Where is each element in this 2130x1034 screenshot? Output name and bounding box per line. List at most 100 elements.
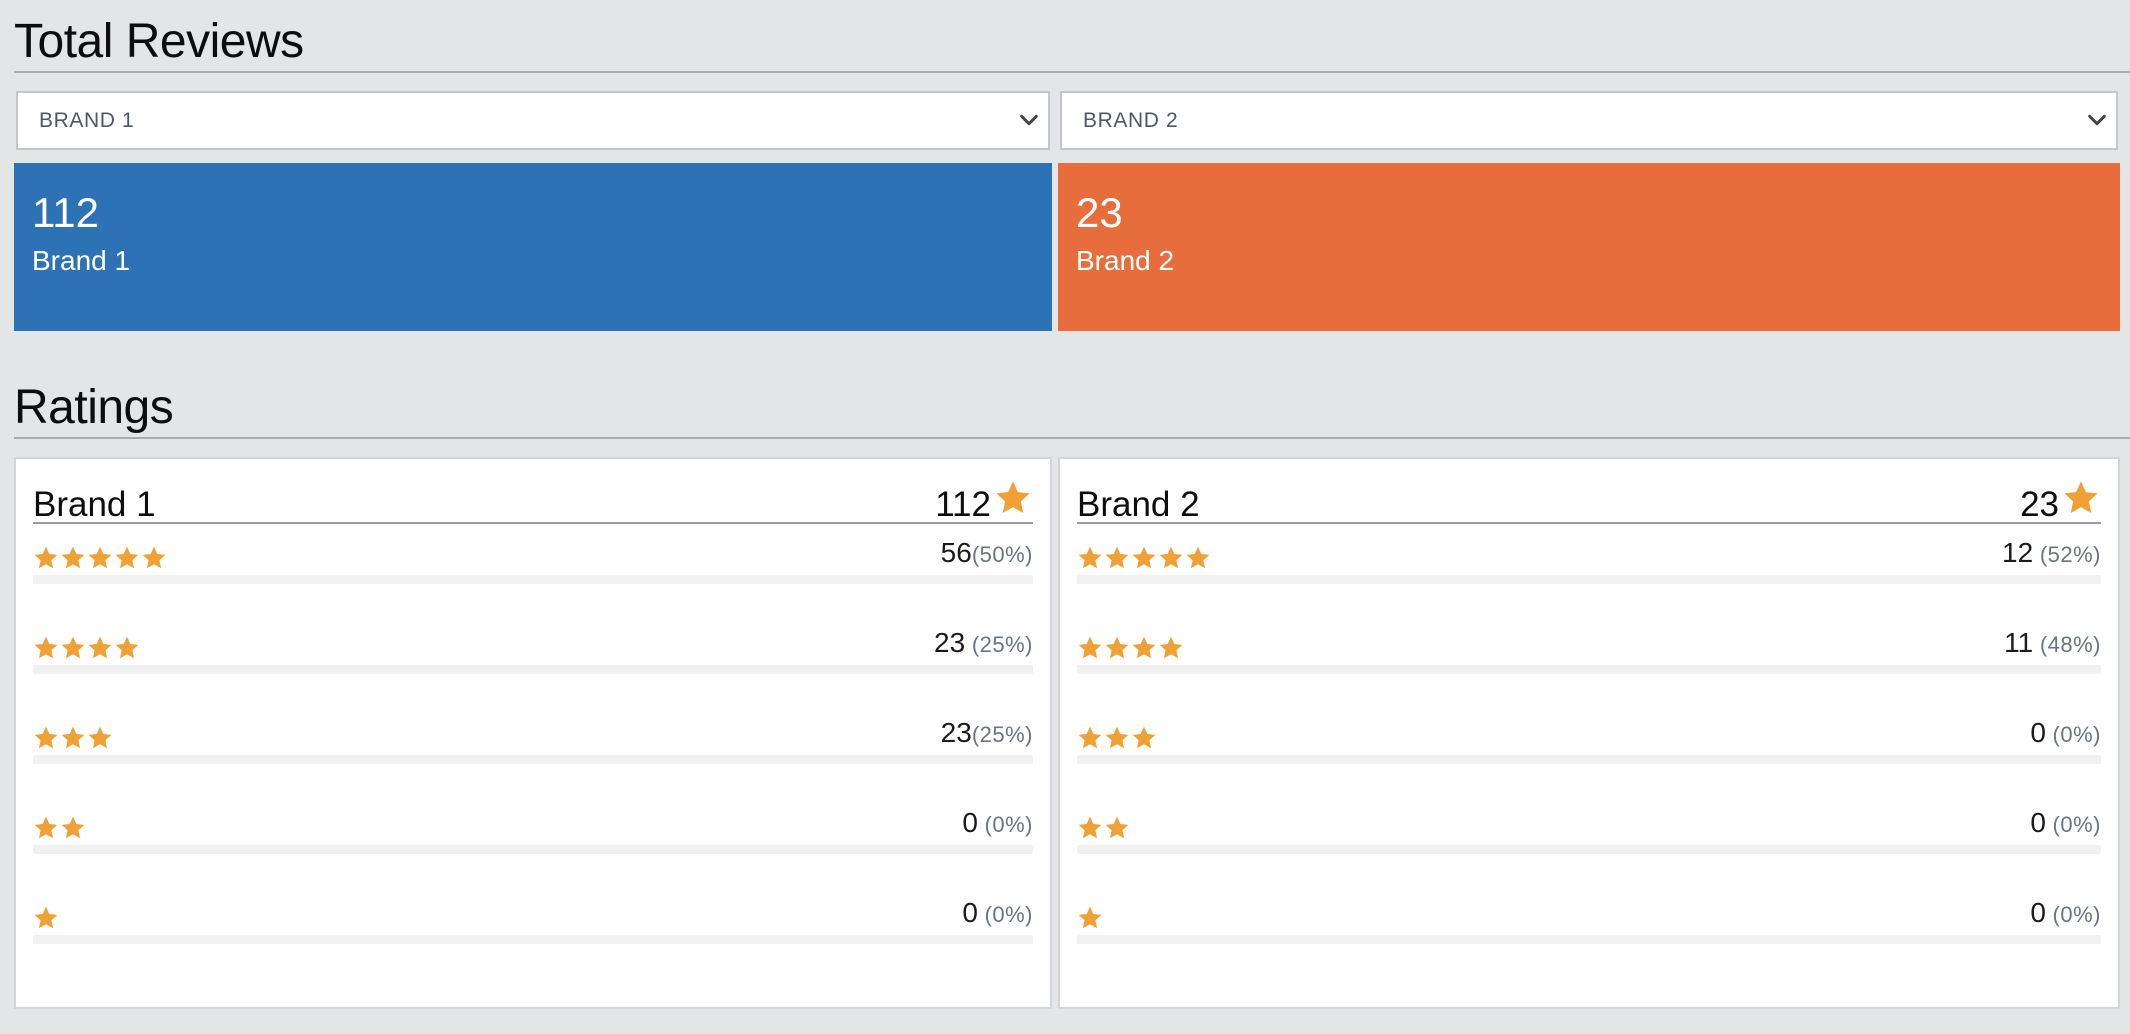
star-icon bbox=[115, 636, 139, 659]
rating-row-2-star: 0 (0%) bbox=[33, 807, 1033, 867]
star-rating bbox=[1077, 545, 1211, 573]
star-icon bbox=[88, 546, 112, 569]
star-rating bbox=[33, 905, 59, 933]
star-icon bbox=[142, 546, 166, 569]
rating-percentage: (50%) bbox=[971, 542, 1033, 567]
star-icon bbox=[1186, 546, 1210, 569]
rating-count-value: 56 bbox=[940, 537, 972, 568]
rating-row-5-star: 56(50%) bbox=[33, 537, 1033, 597]
rating-progress-bar bbox=[1077, 575, 2101, 584]
brand1-total-tile[interactable]: 112 Brand 1 bbox=[14, 163, 1052, 331]
star-icon bbox=[1105, 726, 1129, 749]
rating-progress-bar bbox=[1077, 755, 2101, 764]
rating-count-value: 0 bbox=[2030, 807, 2046, 838]
rating-progress-fill bbox=[33, 755, 283, 764]
rating-percentage: (0%) bbox=[977, 902, 1033, 927]
rating-count-value: 12 bbox=[2002, 537, 2034, 568]
star-icon bbox=[1132, 636, 1156, 659]
brand2-ratings-panel: Brand 2 23 12 (52%) 11 (48%) 0 (0%) 0 (0%) 0… bbox=[1058, 457, 2120, 1009]
star-icon bbox=[34, 726, 58, 749]
star-icon bbox=[34, 906, 58, 929]
rating-count-value: 0 bbox=[2030, 717, 2046, 748]
star-icon bbox=[115, 546, 139, 569]
star-rating bbox=[1077, 815, 1130, 843]
star-icon bbox=[61, 636, 85, 659]
star-rating bbox=[33, 635, 140, 663]
rating-row-3-star: 0 (0%) bbox=[1077, 717, 2101, 777]
star-icon bbox=[88, 726, 112, 749]
brand1-select[interactable]: BRAND 1 bbox=[16, 91, 1050, 150]
rating-percentage: (48%) bbox=[2033, 632, 2101, 657]
rating-row-4-star: 11 (48%) bbox=[1077, 627, 2101, 687]
rating-count: 0 (0%) bbox=[962, 807, 1033, 839]
rating-row-2-star: 0 (0%) bbox=[1077, 807, 2101, 867]
star-icon bbox=[1105, 546, 1129, 569]
star-rating bbox=[33, 725, 113, 753]
star-icon bbox=[1132, 546, 1156, 569]
star-icon bbox=[1105, 816, 1129, 839]
rating-count-value: 0 bbox=[962, 807, 978, 838]
rating-count: 0 (0%) bbox=[2030, 807, 2101, 839]
brand2-select-value: BRAND 2 bbox=[1083, 109, 1179, 132]
rating-count-value: 11 bbox=[2004, 627, 2034, 658]
rating-progress-fill bbox=[1077, 575, 1610, 584]
star-icon bbox=[34, 636, 58, 659]
rating-percentage: (25%) bbox=[965, 632, 1033, 657]
brand1-select-value: BRAND 1 bbox=[39, 109, 135, 132]
rating-percentage: (0%) bbox=[2045, 722, 2101, 747]
rating-progress-fill bbox=[33, 665, 283, 674]
rating-count: 23(25%) bbox=[941, 717, 1033, 749]
star-icon bbox=[2064, 481, 2098, 514]
rating-row-3-star: 23(25%) bbox=[33, 717, 1033, 777]
panel-header: Brand 1 112 bbox=[33, 479, 1033, 524]
star-icon bbox=[88, 636, 112, 659]
section-divider bbox=[14, 71, 2130, 73]
star-icon bbox=[1078, 816, 1102, 839]
rating-count: 0 (0%) bbox=[962, 897, 1033, 929]
brand1-review-count: 112 bbox=[32, 189, 99, 236]
rating-row-4-star: 23 (25%) bbox=[33, 627, 1033, 687]
rating-progress-bar bbox=[33, 665, 1033, 674]
rating-progress-bar bbox=[1077, 935, 2101, 944]
brand2-select[interactable]: BRAND 2 bbox=[1060, 91, 2118, 150]
rating-progress-fill bbox=[1077, 665, 1569, 674]
rating-count-value: 0 bbox=[962, 897, 978, 928]
star-icon bbox=[1078, 546, 1102, 569]
rating-progress-bar bbox=[1077, 665, 2101, 674]
panel-total-count: 23 bbox=[2020, 485, 2059, 524]
rating-count-value: 23 bbox=[934, 627, 966, 658]
rating-progress-bar bbox=[33, 845, 1033, 854]
star-icon bbox=[34, 816, 58, 839]
panel-brand-name: Brand 2 bbox=[1077, 485, 1200, 524]
rating-count: 0 (0%) bbox=[2030, 897, 2101, 929]
brand1-tile-label: Brand 1 bbox=[32, 245, 131, 276]
rating-count: 56(50%) bbox=[941, 537, 1033, 569]
rating-count-value: 23 bbox=[940, 717, 972, 748]
rating-progress-bar bbox=[33, 755, 1033, 764]
rating-row-1-star: 0 (0%) bbox=[1077, 897, 2101, 957]
star-icon bbox=[1078, 636, 1102, 659]
chevron-down-icon bbox=[1020, 114, 1038, 126]
section-divider bbox=[14, 437, 2130, 439]
star-icon bbox=[1078, 906, 1102, 929]
star-rating bbox=[33, 545, 167, 573]
brand2-review-count: 23 bbox=[1076, 189, 1123, 236]
star-icon bbox=[996, 481, 1030, 514]
rating-percentage: (52%) bbox=[2033, 542, 2101, 567]
rating-count: 11 (48%) bbox=[2004, 627, 2101, 659]
star-icon bbox=[61, 816, 85, 839]
ratings-heading: Ratings bbox=[14, 381, 174, 434]
star-rating bbox=[33, 815, 86, 843]
panel-brand-name: Brand 1 bbox=[33, 485, 156, 524]
star-rating bbox=[1077, 635, 1184, 663]
total-reviews-heading: Total Reviews bbox=[14, 15, 304, 68]
rating-count-value: 0 bbox=[2030, 897, 2046, 928]
star-icon bbox=[61, 546, 85, 569]
brand2-total-tile[interactable]: 23 Brand 2 bbox=[1058, 163, 2120, 331]
star-rating bbox=[1077, 725, 1157, 753]
rating-row-5-star: 12 (52%) bbox=[1077, 537, 2101, 597]
rating-percentage: (0%) bbox=[2045, 812, 2101, 837]
star-icon bbox=[1159, 546, 1183, 569]
star-icon bbox=[1132, 726, 1156, 749]
